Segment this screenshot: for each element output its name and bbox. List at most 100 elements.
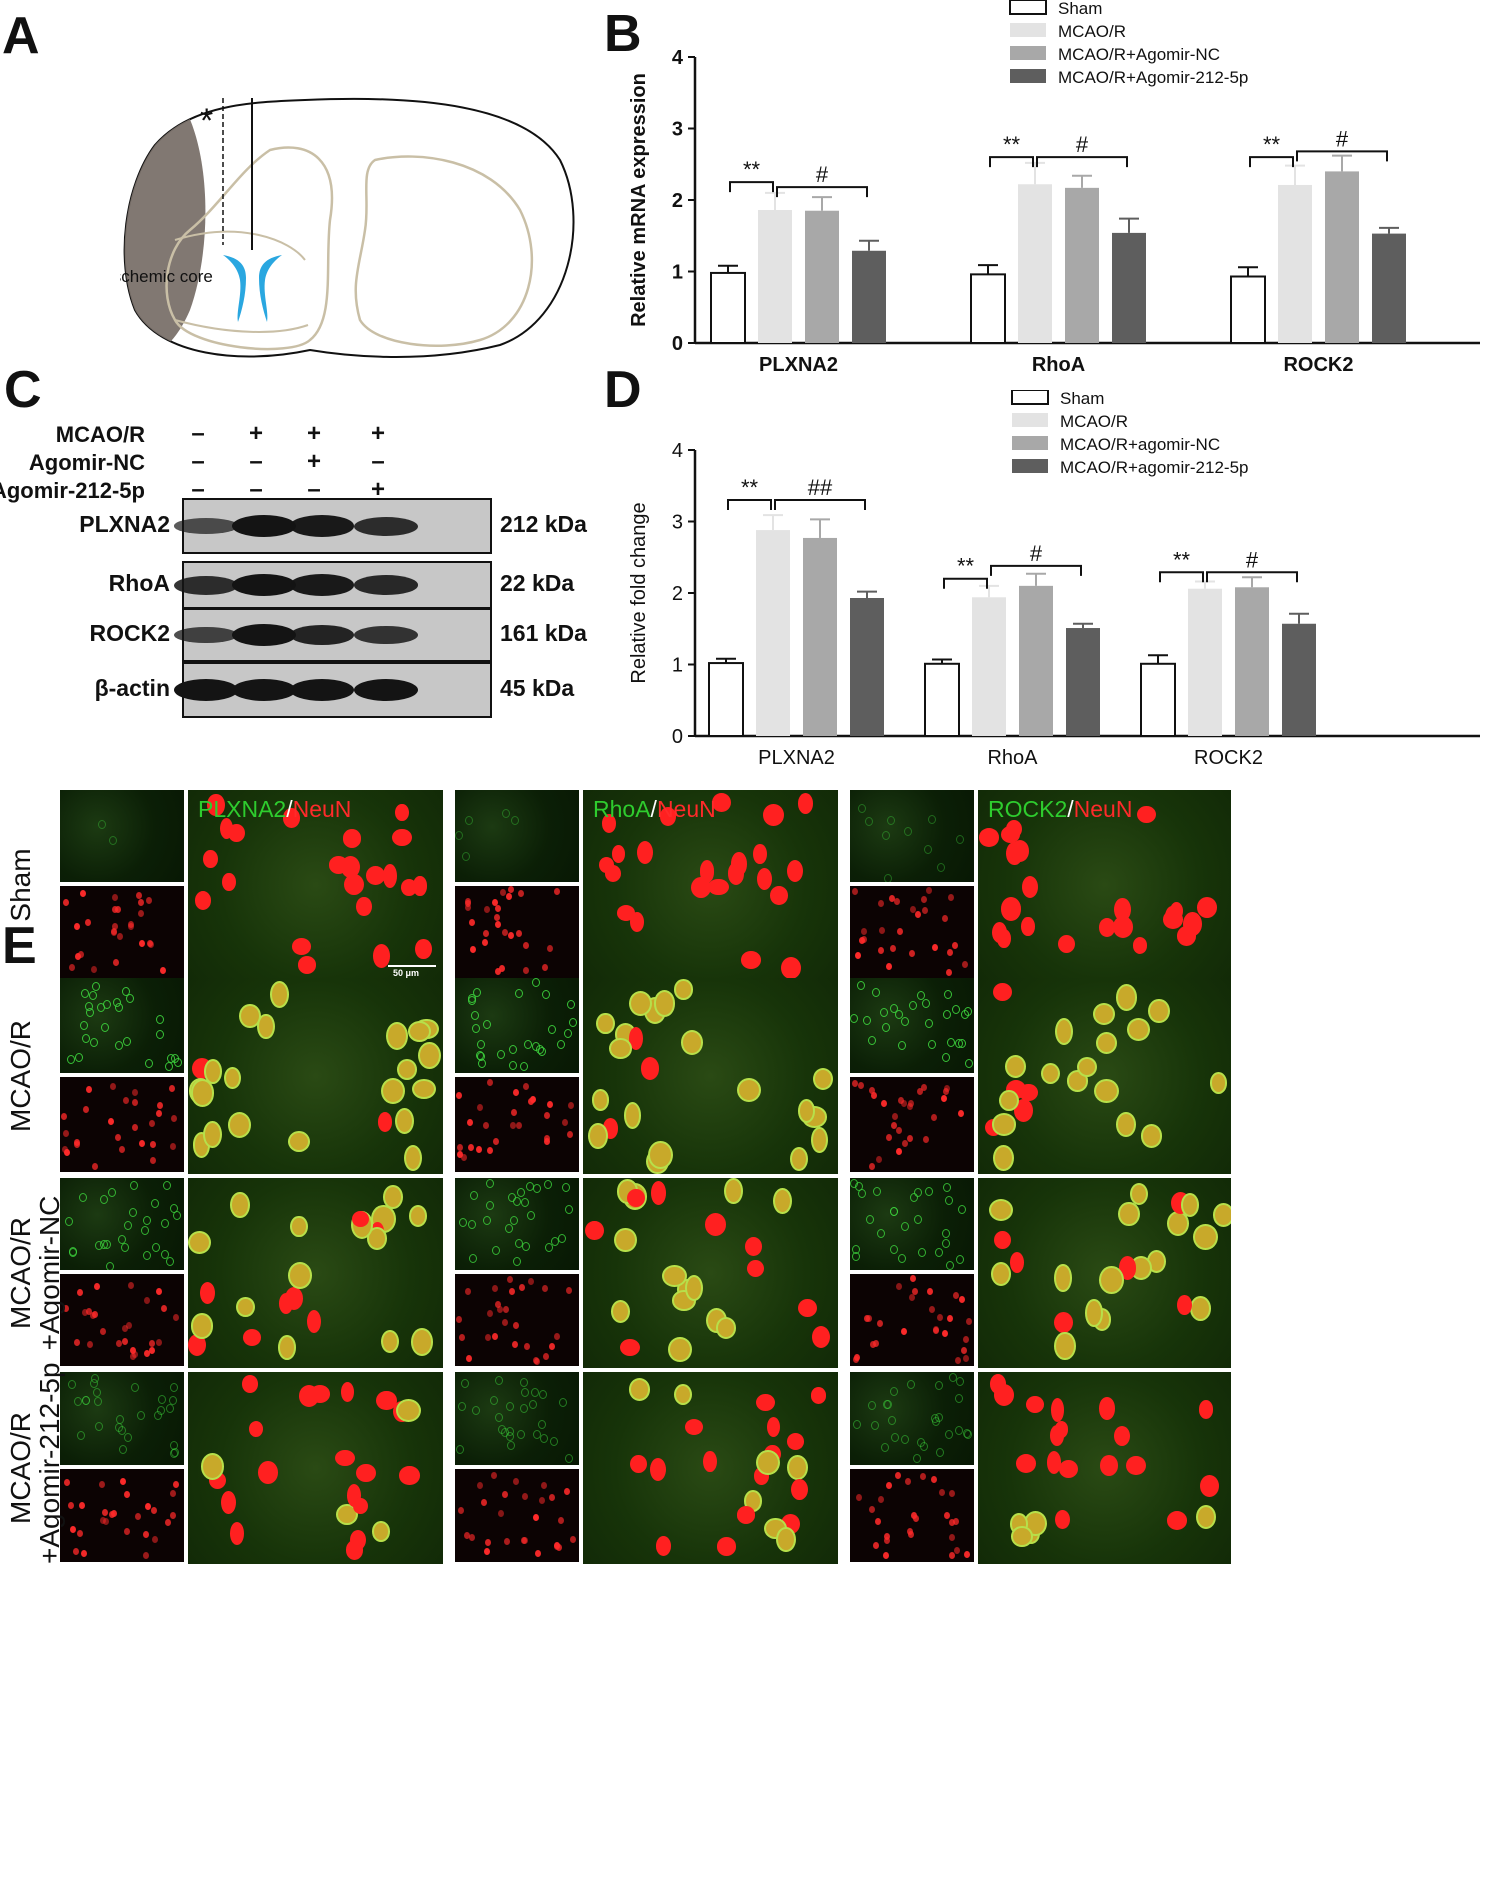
- neun-cell: [81, 1549, 88, 1557]
- neun-neuron: [978, 828, 1000, 848]
- marker-cell: [924, 1018, 933, 1028]
- neun-neuron: [1132, 936, 1148, 954]
- marker-cell: [99, 1194, 108, 1204]
- colocalized-neuron: [653, 989, 676, 1017]
- marker-cell: [517, 1429, 526, 1439]
- merge-title: ROCK2/NeuN: [988, 796, 1132, 823]
- marker-cell: [917, 990, 926, 1000]
- blot-band: [174, 518, 238, 534]
- neun-cell: [906, 1134, 913, 1142]
- merge-image: [583, 1372, 838, 1564]
- merge-image: [978, 790, 1231, 980]
- neun-cell: [137, 909, 144, 917]
- marker-cell: [539, 1389, 548, 1399]
- chart-b-mrna-expression: 0 1 2 3 4 Relative mRNA expression PLXNA2 RhoA R…: [628, 0, 1480, 375]
- significance-bracket: [729, 181, 774, 193]
- neun-cell: [877, 946, 884, 954]
- neun-cell: [876, 1319, 883, 1327]
- neun-cell: [920, 896, 927, 903]
- neun-cell: [527, 1278, 534, 1286]
- colocalized-neuron: [787, 1455, 808, 1480]
- neun-neuron: [365, 865, 385, 885]
- marker-cell: [65, 1216, 74, 1226]
- marker-cell: [954, 1426, 963, 1436]
- blot-band: [232, 515, 296, 537]
- brain-schematic: * Ischemic core: [120, 97, 575, 358]
- row-label-line1: MCAO/R: [5, 1020, 36, 1132]
- marker-cell: [157, 1406, 166, 1416]
- colocalized-neuron: [609, 1038, 633, 1060]
- neun-neuron: [994, 1383, 1015, 1406]
- legend-swatch: [1012, 436, 1048, 450]
- legend-label: Sham: [1058, 0, 1102, 18]
- neun-neuron: [1114, 897, 1131, 922]
- neun-neuron: [377, 1111, 393, 1132]
- colocalized-neuron: [681, 1029, 704, 1055]
- colocalized-neuron: [287, 1262, 312, 1290]
- marker-cell: [948, 1372, 957, 1382]
- colocalized-neuron: [230, 1192, 250, 1219]
- marker-cell: [882, 1023, 891, 1033]
- neun-cell: [857, 1082, 864, 1090]
- marker-cell: [904, 827, 913, 837]
- marker-cell: [879, 1007, 888, 1017]
- significance-label: #: [1336, 126, 1349, 151]
- marker-cell: [890, 1245, 899, 1255]
- neun-cell: [523, 1082, 530, 1090]
- neun-cell: [112, 893, 119, 901]
- neun-cell: [470, 945, 477, 953]
- marker-cell: [514, 989, 523, 999]
- neun-cell: [543, 1112, 550, 1120]
- neun-neuron: [797, 1298, 817, 1317]
- neun-cell: [516, 930, 523, 938]
- neun-cell: [955, 1357, 962, 1365]
- neun-cell: [494, 921, 501, 929]
- marker-cell: [115, 1041, 124, 1051]
- colocalized-neuron: [648, 1140, 673, 1169]
- title-separator: /: [286, 796, 293, 822]
- neun-cell: [866, 1314, 872, 1322]
- marker-cell: [468, 1254, 477, 1264]
- marker-cell: [164, 1062, 173, 1071]
- neun-neuron: [328, 856, 349, 874]
- colocalized-neuron: [990, 1261, 1011, 1286]
- blot-band: [290, 574, 354, 596]
- neun-cell: [150, 1507, 157, 1515]
- colocalized-neuron: [988, 1198, 1014, 1221]
- neun-neuron: [744, 1237, 762, 1257]
- neun-cell: [523, 967, 530, 975]
- neun-neuron: [278, 1292, 294, 1314]
- blot-band: [232, 574, 296, 596]
- lane-sign: –: [249, 448, 263, 475]
- neun-neuron: [1050, 1397, 1065, 1422]
- marker-cell: [105, 1261, 114, 1270]
- significance-label: #: [1030, 541, 1043, 566]
- neun-cell: [172, 1314, 179, 1322]
- neun-cell: [933, 1325, 940, 1333]
- neun-neuron: [1167, 1511, 1188, 1530]
- neun-neuron: [992, 983, 1012, 1002]
- neun-cell: [897, 1096, 904, 1104]
- marker-cell: [123, 1432, 132, 1442]
- thumb-marker-channel: [60, 978, 184, 1073]
- colocalized-neuron: [810, 1126, 828, 1154]
- neun-neuron: [258, 1460, 278, 1484]
- ventricle-left: [223, 255, 246, 322]
- neun-cell: [548, 1343, 555, 1351]
- significance-bracket: [776, 186, 868, 198]
- neun-neuron: [1126, 1455, 1147, 1476]
- neun-cell: [510, 1109, 517, 1117]
- neun-cell: [91, 1163, 98, 1170]
- neun-cell: [949, 1552, 956, 1560]
- marker-cell: [532, 1429, 541, 1439]
- neun-neuron: [1198, 1400, 1214, 1419]
- y-tick-label: 3: [672, 512, 683, 534]
- neun-neuron: [746, 1259, 764, 1277]
- marker-cell: [568, 1018, 577, 1028]
- colocalized-neuron: [204, 1058, 223, 1084]
- bar-plxna2-series-0: [710, 271, 746, 344]
- legend-label: MCAO/R+agomir-NC: [1060, 435, 1220, 454]
- neun-cell: [112, 922, 119, 930]
- thumb-marker-channel: [455, 978, 579, 1073]
- neun-neuron: [334, 1449, 355, 1466]
